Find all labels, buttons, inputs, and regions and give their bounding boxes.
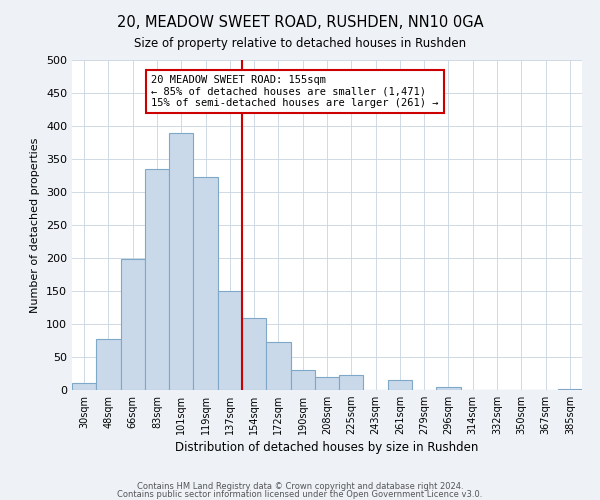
X-axis label: Distribution of detached houses by size in Rushden: Distribution of detached houses by size … <box>175 442 479 454</box>
Bar <box>193 177 218 390</box>
Bar <box>436 386 461 390</box>
Bar <box>266 342 290 390</box>
Bar <box>315 378 339 390</box>
Bar <box>96 338 121 390</box>
Bar <box>218 291 242 390</box>
Y-axis label: Number of detached properties: Number of detached properties <box>31 138 40 312</box>
Bar <box>169 132 193 390</box>
Bar <box>339 376 364 390</box>
Bar <box>290 370 315 390</box>
Bar <box>242 318 266 390</box>
Text: Size of property relative to detached houses in Rushden: Size of property relative to detached ho… <box>134 38 466 51</box>
Bar <box>558 388 582 390</box>
Text: Contains HM Land Registry data © Crown copyright and database right 2024.: Contains HM Land Registry data © Crown c… <box>137 482 463 491</box>
Bar <box>145 169 169 390</box>
Text: 20 MEADOW SWEET ROAD: 155sqm
← 85% of detached houses are smaller (1,471)
15% of: 20 MEADOW SWEET ROAD: 155sqm ← 85% of de… <box>151 75 439 108</box>
Bar <box>121 260 145 390</box>
Text: 20, MEADOW SWEET ROAD, RUSHDEN, NN10 0GA: 20, MEADOW SWEET ROAD, RUSHDEN, NN10 0GA <box>116 15 484 30</box>
Text: Contains public sector information licensed under the Open Government Licence v3: Contains public sector information licen… <box>118 490 482 499</box>
Bar <box>388 380 412 390</box>
Bar <box>72 384 96 390</box>
